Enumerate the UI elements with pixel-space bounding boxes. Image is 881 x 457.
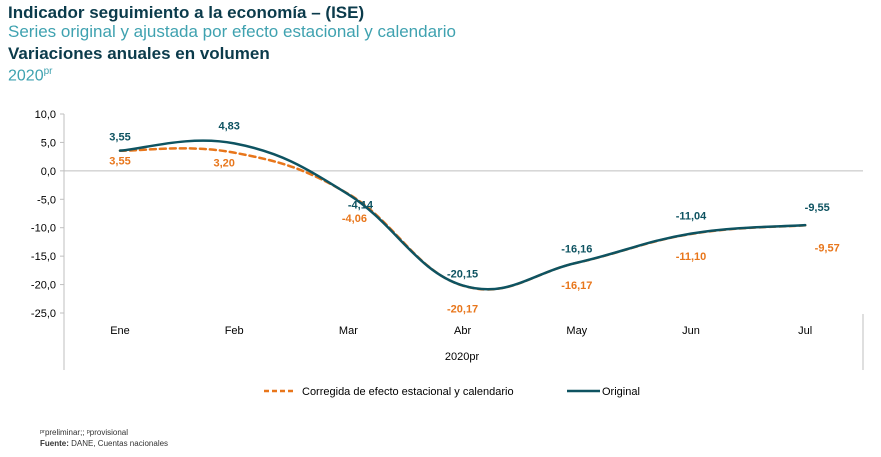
- data-label-original: -4,14: [348, 199, 374, 211]
- x-tick-label: May: [566, 325, 587, 337]
- y-tick-label: -10,0: [31, 223, 56, 235]
- legend-label-original: Original: [602, 386, 640, 398]
- source-text: DANE, Cuentas nacionales: [68, 439, 169, 448]
- legend-label-corregida: Corregida de efecto estacional y calenda…: [302, 386, 514, 398]
- series-line-original: [118, 139, 807, 291]
- y-tick-label: 0,0: [41, 166, 56, 178]
- x-tick-label: Abr: [454, 325, 471, 337]
- chart-year: 2020pr: [8, 66, 53, 85]
- year-superscript: pr: [43, 66, 53, 77]
- y-tick-label: -25,0: [31, 308, 56, 320]
- x-tick-label: Ene: [110, 325, 130, 337]
- data-label-original: -16,16: [561, 244, 592, 256]
- data-label-corregida: -4,06: [342, 213, 367, 225]
- footnote-source: Fuente: DANE, Cuentas nacionales: [40, 439, 168, 448]
- y-tick-label: 10,0: [35, 109, 56, 121]
- y-tick-label: -15,0: [31, 251, 56, 263]
- data-label-corregida: -11,10: [676, 251, 707, 263]
- data-label-original: 3,55: [109, 132, 130, 144]
- data-label-corregida: 3,55: [109, 156, 130, 168]
- data-label-original: 4,83: [218, 120, 239, 132]
- y-tick-label: 5,0: [41, 137, 56, 149]
- x-tick-label: Jul: [798, 325, 812, 337]
- data-label-corregida: 3,20: [213, 158, 234, 170]
- data-label-corregida: -20,17: [447, 304, 478, 316]
- x-tick-label: Feb: [225, 325, 244, 337]
- data-label-original: -9,55: [805, 202, 830, 214]
- chart-subtitle: Series original y ajustada por efecto es…: [8, 22, 456, 41]
- x-axis-title: 2020pr: [445, 351, 480, 363]
- data-label-original: -20,15: [447, 268, 478, 280]
- x-tick-label: Mar: [339, 325, 358, 337]
- year-label: 2020: [8, 67, 44, 85]
- y-tick-label: -5,0: [37, 194, 56, 206]
- footnote-preliminary: ᵖʳpreliminar;; ᵖprovisional: [40, 428, 128, 437]
- chart-heading: Variaciones anuales en volumen: [8, 44, 270, 63]
- y-tick-label: -20,0: [31, 280, 56, 292]
- data-label-corregida: -16,17: [561, 280, 592, 292]
- source-label: Fuente:: [40, 439, 69, 448]
- chart-title: Indicador seguimiento a la economía – (I…: [8, 3, 365, 22]
- x-tick-label: Jun: [682, 325, 700, 337]
- data-label-original: -11,04: [676, 211, 707, 223]
- data-label-corregida: -9,57: [815, 242, 840, 254]
